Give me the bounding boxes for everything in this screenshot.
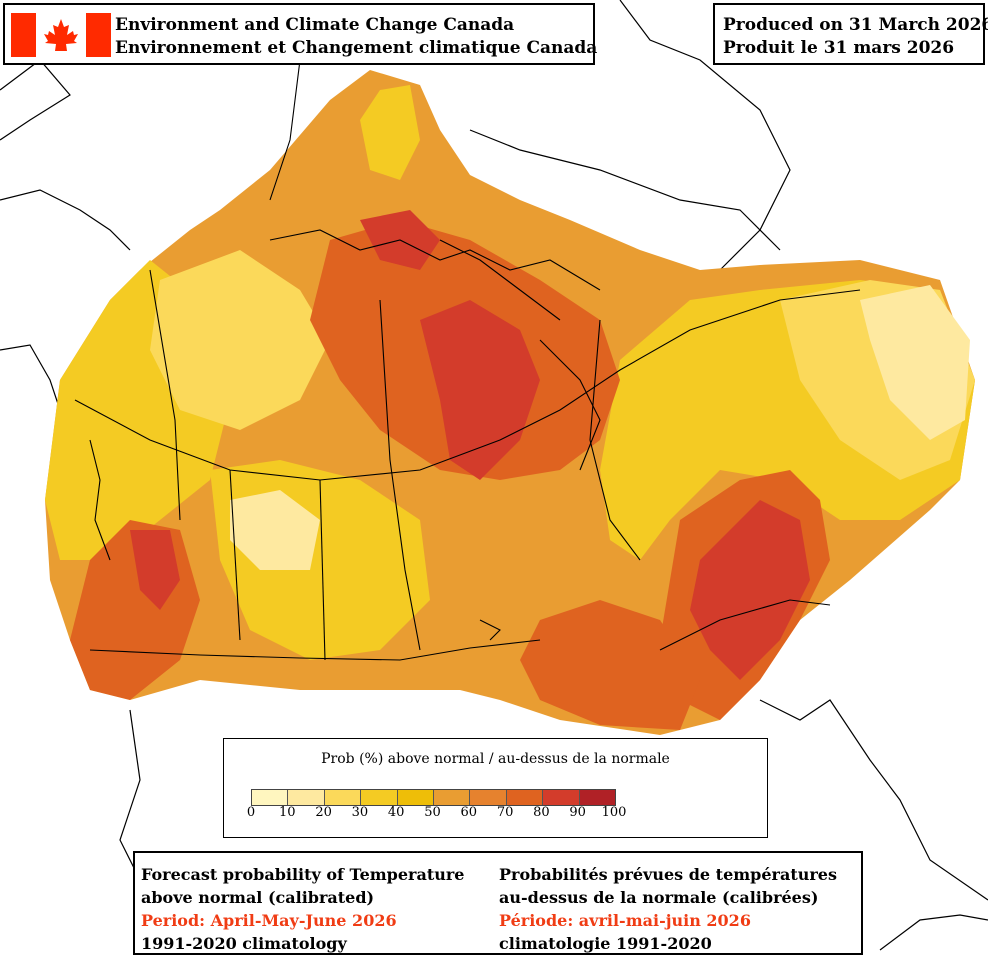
description-fr-line2: au-dessus de la normale (calibrées) (499, 888, 819, 907)
agency-name-en: Environment and Climate Change Canada (115, 15, 515, 35)
canada-flag-icon (11, 13, 111, 57)
legend-swatch (579, 790, 616, 805)
description-en-line1: Forecast probability of Temperature (141, 865, 465, 884)
legend-swatch (361, 790, 398, 805)
legend-tick-label: 0 (246, 805, 256, 820)
legend-swatch (288, 790, 325, 805)
legend-swatch (397, 790, 435, 805)
legend-tick-label: 20 (315, 805, 332, 820)
legend-tick-label: 100 (601, 805, 627, 820)
climatology-fr: climatologie 1991-2020 (499, 934, 712, 953)
legend-tick-label: 60 (460, 805, 478, 820)
legend-tick-label: 30 (351, 805, 369, 820)
period-en: Period: April-May-June 2026 (141, 911, 397, 930)
borders (74, 59, 861, 661)
legend-tick-label: 50 (424, 805, 441, 820)
forecast-description: Forecast probability of Temperature abov… (133, 851, 863, 955)
legend-tick-label: 90 (569, 805, 586, 820)
description-en-line2: above normal (calibrated) (141, 888, 375, 907)
production-date-box: Produced on 31 March 2026 Produit le 31 … (713, 3, 988, 65)
period-fr: Période: avril-mai-juin 2026 (499, 911, 751, 930)
legend-tick-label: 10 (279, 805, 296, 820)
climatology-en: 1991-2020 climatology (141, 934, 347, 953)
legend: Prob (%) above normal / au-dessus de la … (223, 738, 768, 838)
legend-swatch (543, 790, 580, 805)
description-fr-line1: Probabilités prévues de températures (499, 865, 837, 884)
agency-name-fr: Environnement et Changement climatique C… (115, 38, 598, 58)
legend-swatch (252, 790, 289, 805)
produced-date-en: Produced on 31 March 2026 (723, 15, 988, 35)
produced-date-fr: Produit le 31 mars 2026 (723, 38, 955, 58)
legend-swatch (324, 790, 362, 805)
legend-title: Prob (%) above normal / au-dessus de la … (321, 751, 670, 767)
legend-swatch (434, 790, 471, 805)
legend-swatch (470, 790, 507, 805)
legend-colorbar (251, 789, 616, 806)
probability-field (45, 70, 975, 735)
agency-header: Environment and Climate Change Canada En… (3, 3, 598, 65)
legend-tick-label: 80 (533, 805, 550, 820)
legend-tick-label: 70 (496, 805, 514, 820)
legend-swatch (506, 790, 544, 805)
legend-tick-label: 40 (387, 805, 405, 820)
